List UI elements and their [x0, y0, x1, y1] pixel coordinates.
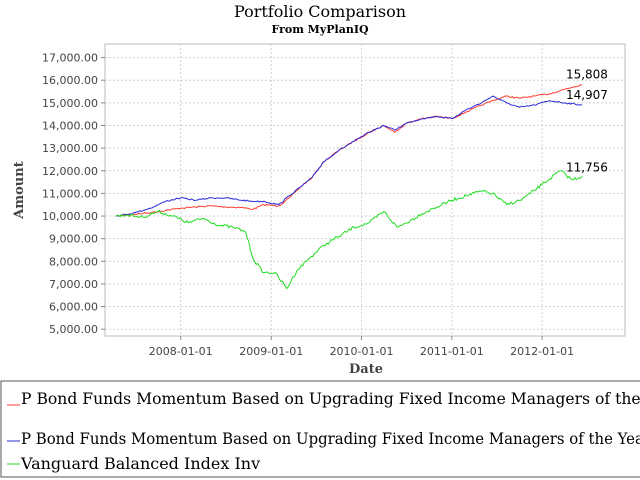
- x-axis-ticks: 2008-01-01 2009-01-01 2010-01-01 2011-01-01…: [149, 336, 574, 358]
- x-tick-label: 2009-01-01: [239, 345, 303, 358]
- legend-label-3: Vanguard Balanced Index Inv: [20, 454, 260, 473]
- y-axis-ticks: 5,000.00 6,000.00 7,000.00 8,000.00 9,000.00…: [42, 52, 105, 336]
- y-tick-label: 17,000.00: [42, 52, 98, 65]
- x-tick-label: 2008-01-01: [149, 345, 213, 358]
- series-line-2: [116, 95, 583, 217]
- y-tick-label: 11,000.00: [42, 187, 98, 200]
- chart-title: Portfolio Comparison: [234, 2, 406, 21]
- y-tick-label: 9,000.00: [49, 233, 98, 246]
- series-lines: [115, 84, 583, 290]
- y-tick-label: 15,000.00: [42, 97, 98, 110]
- x-tick-label: 2010-01-01: [330, 345, 394, 358]
- end-labels: 15,808 14,907 11,756: [566, 68, 608, 175]
- y-tick-label: 8,000.00: [49, 255, 98, 268]
- y-tick-label: 12,000.00: [42, 165, 98, 178]
- y-tick-label: 7,000.00: [49, 278, 98, 291]
- grid-lines: [105, 44, 625, 336]
- x-axis-label: Date: [349, 362, 383, 377]
- legend-entry-1: P Bond Funds Momentum Based on Upgrading…: [7, 389, 640, 408]
- end-label-3: 11,756: [566, 160, 608, 174]
- y-tick-label: 13,000.00: [42, 142, 98, 155]
- chart-subtitle: From MyPlanIQ: [271, 23, 369, 36]
- y-tick-label: 14,000.00: [42, 119, 98, 132]
- series-line-3: [115, 170, 583, 290]
- y-tick-label: 10,000.00: [42, 210, 98, 223]
- plot-area: [104, 43, 626, 337]
- y-tick-label: 6,000.00: [49, 301, 98, 314]
- end-label-1: 15,808: [566, 68, 608, 82]
- legend-entry-3: Vanguard Balanced Index Inv: [7, 454, 260, 473]
- legend-label-1: P Bond Funds Momentum Based on Upgrading…: [21, 389, 640, 408]
- legend-box: [0, 380, 640, 478]
- end-label-2: 14,907: [566, 88, 608, 102]
- legend-entry-2: P Bond Funds Momentum Based on Upgrading…: [7, 429, 640, 448]
- y-tick-label: 16,000.00: [42, 74, 98, 87]
- legend-label-2: P Bond Funds Momentum Based on Upgrading…: [21, 429, 640, 448]
- x-tick-label: 2012-01-01: [510, 345, 574, 358]
- x-tick-label: 2011-01-01: [420, 345, 484, 358]
- y-axis-label: Amount: [12, 161, 27, 219]
- y-tick-label: 5,000.00: [49, 323, 98, 336]
